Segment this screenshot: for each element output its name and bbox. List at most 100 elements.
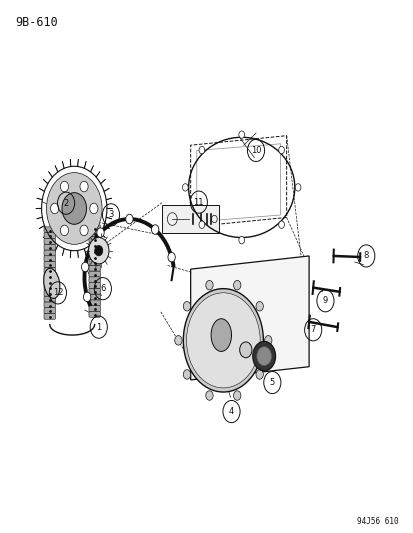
Polygon shape <box>190 256 309 380</box>
Circle shape <box>83 292 90 302</box>
Circle shape <box>233 391 240 400</box>
Text: 12: 12 <box>52 288 63 297</box>
Circle shape <box>126 214 133 224</box>
Polygon shape <box>43 233 48 238</box>
Polygon shape <box>96 240 100 246</box>
Text: 9B-610: 9B-610 <box>15 16 58 29</box>
FancyBboxPatch shape <box>44 273 55 279</box>
Polygon shape <box>107 208 112 209</box>
Circle shape <box>80 181 88 192</box>
Ellipse shape <box>211 319 231 351</box>
Circle shape <box>252 342 275 371</box>
Text: 11: 11 <box>193 198 204 207</box>
Circle shape <box>233 280 240 290</box>
Circle shape <box>62 192 86 224</box>
FancyBboxPatch shape <box>89 254 100 260</box>
FancyBboxPatch shape <box>89 260 100 265</box>
FancyBboxPatch shape <box>89 294 100 300</box>
Polygon shape <box>36 208 41 209</box>
Polygon shape <box>90 165 93 172</box>
FancyBboxPatch shape <box>44 313 55 319</box>
FancyBboxPatch shape <box>89 236 100 242</box>
Circle shape <box>264 336 271 345</box>
FancyBboxPatch shape <box>161 205 219 233</box>
Circle shape <box>97 228 104 237</box>
FancyBboxPatch shape <box>44 238 55 244</box>
Text: 3: 3 <box>108 211 114 219</box>
Polygon shape <box>43 179 48 184</box>
Circle shape <box>90 203 98 214</box>
FancyBboxPatch shape <box>89 225 100 231</box>
Polygon shape <box>84 248 86 256</box>
FancyBboxPatch shape <box>44 256 55 262</box>
Circle shape <box>46 173 102 244</box>
Ellipse shape <box>239 342 252 358</box>
Circle shape <box>80 225 88 236</box>
FancyBboxPatch shape <box>89 277 100 282</box>
FancyBboxPatch shape <box>44 302 55 308</box>
Circle shape <box>88 238 109 264</box>
Polygon shape <box>70 251 71 258</box>
Circle shape <box>255 370 263 379</box>
Polygon shape <box>62 161 64 168</box>
Polygon shape <box>106 198 112 200</box>
Circle shape <box>182 184 188 191</box>
FancyBboxPatch shape <box>44 250 55 256</box>
Circle shape <box>95 245 102 256</box>
Circle shape <box>294 184 300 191</box>
FancyBboxPatch shape <box>89 288 100 294</box>
FancyBboxPatch shape <box>89 271 100 277</box>
FancyBboxPatch shape <box>89 242 100 248</box>
FancyBboxPatch shape <box>44 279 55 285</box>
Circle shape <box>199 221 204 228</box>
Text: 8: 8 <box>363 252 368 261</box>
FancyBboxPatch shape <box>89 300 100 306</box>
FancyBboxPatch shape <box>44 244 55 250</box>
FancyBboxPatch shape <box>44 296 55 302</box>
Circle shape <box>205 391 213 400</box>
Polygon shape <box>96 172 100 177</box>
Circle shape <box>168 253 175 262</box>
Circle shape <box>278 147 284 154</box>
Circle shape <box>199 147 204 154</box>
FancyBboxPatch shape <box>44 227 55 233</box>
FancyBboxPatch shape <box>89 282 100 288</box>
Circle shape <box>183 302 190 311</box>
Circle shape <box>278 221 284 228</box>
Polygon shape <box>39 225 45 229</box>
Text: 10: 10 <box>250 146 261 155</box>
Ellipse shape <box>44 269 60 298</box>
FancyBboxPatch shape <box>44 290 55 296</box>
Circle shape <box>60 225 69 236</box>
Polygon shape <box>77 251 78 258</box>
FancyBboxPatch shape <box>44 285 55 290</box>
Polygon shape <box>90 245 93 252</box>
Text: 5: 5 <box>269 378 274 387</box>
Circle shape <box>186 293 259 388</box>
Circle shape <box>60 181 69 192</box>
Text: 4: 4 <box>228 407 234 416</box>
Polygon shape <box>48 240 52 246</box>
Circle shape <box>256 346 271 366</box>
Circle shape <box>151 225 159 235</box>
Polygon shape <box>104 188 109 192</box>
FancyBboxPatch shape <box>89 248 100 254</box>
Polygon shape <box>104 225 109 229</box>
Polygon shape <box>100 179 105 184</box>
Polygon shape <box>39 188 45 192</box>
Text: 1: 1 <box>96 322 101 332</box>
Polygon shape <box>100 233 105 238</box>
FancyBboxPatch shape <box>44 232 55 238</box>
Circle shape <box>81 262 89 272</box>
Polygon shape <box>37 217 42 219</box>
Circle shape <box>174 336 182 345</box>
Text: 94J56 610: 94J56 610 <box>356 517 398 526</box>
FancyBboxPatch shape <box>44 267 55 273</box>
FancyBboxPatch shape <box>89 311 100 317</box>
Circle shape <box>255 302 263 311</box>
Polygon shape <box>106 217 112 219</box>
Text: 6: 6 <box>100 284 105 293</box>
Polygon shape <box>55 245 58 252</box>
FancyBboxPatch shape <box>89 231 100 237</box>
Polygon shape <box>84 161 86 168</box>
